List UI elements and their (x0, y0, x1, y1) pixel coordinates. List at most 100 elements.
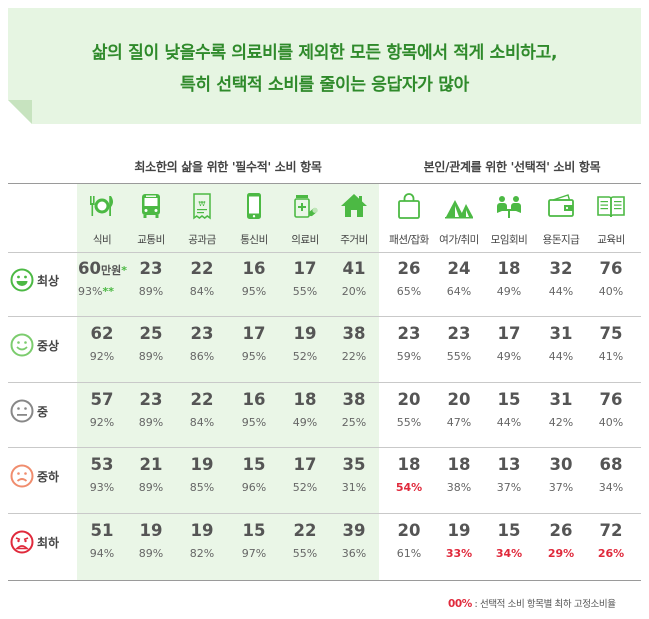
cell-value: 24 (447, 259, 471, 278)
cell-percent: 49% (496, 350, 522, 363)
cell-value: 76 (599, 390, 623, 409)
cell-percent: 55% (446, 350, 472, 363)
cell-value: 17 (293, 455, 317, 474)
neutral-face-icon (10, 399, 34, 423)
cell-percent: 65% (396, 285, 422, 298)
cell-value: 20 (397, 390, 421, 409)
cell-percent: 89% (138, 350, 164, 363)
cell-percent: 89% (138, 547, 164, 560)
cell-value: 22 (190, 259, 214, 278)
cell-percent: 34% (495, 547, 523, 560)
optional-group-label: 본인/관계를 위한 '선택적' 소비 항목 (423, 160, 601, 174)
cell-value: 19 (190, 521, 214, 540)
frown-face-icon (10, 464, 34, 488)
row-divider (8, 316, 641, 317)
cell-percent: 92% (89, 416, 115, 429)
wallet-icon (538, 190, 584, 222)
cell-value: 41 (342, 259, 366, 278)
essential-group-label: 최소한의 삶을 위한 '필수적' 소비 항목 (134, 160, 322, 174)
row-divider (8, 580, 641, 581)
cell-percent: 93% (89, 481, 115, 494)
cell-percent: 37% (496, 481, 522, 494)
cell-percent: 89% (138, 481, 164, 494)
cell-percent: 97% (241, 547, 267, 560)
cell-value: 16 (242, 259, 266, 278)
title-line-1: 삶의 질이 낮을수록 의료비를 제외한 모든 항목에서 적게 소비하고, (91, 43, 558, 63)
cell-percent: 55% (292, 547, 318, 560)
column-label: 용돈지급 (542, 234, 580, 246)
cell-percent: 44% (496, 416, 522, 429)
column-label: 여가/취미 (439, 234, 479, 246)
bus-icon (128, 190, 174, 222)
cell-value: 60만원* (78, 259, 127, 278)
cell-percent: 89% (138, 416, 164, 429)
cell-value: 38 (342, 324, 366, 343)
row-label: 중상 (37, 339, 60, 353)
cell-value: 19 (447, 521, 471, 540)
cell-percent: 95% (241, 416, 267, 429)
cell-value: 31 (549, 390, 573, 409)
cell-value: 18 (293, 390, 317, 409)
cell-percent: 84% (189, 416, 215, 429)
cell-percent: 37% (548, 481, 574, 494)
cell-percent: 55% (396, 416, 422, 429)
cell-percent: 64% (446, 285, 472, 298)
cell-percent: 41% (598, 350, 624, 363)
column-label: 패션/잡화 (389, 234, 429, 246)
tent-icon (436, 190, 482, 222)
row-label: 최하 (37, 536, 60, 550)
cell-value: 23 (447, 324, 471, 343)
cell-value: 18 (447, 455, 471, 474)
cell-value: 17 (242, 324, 266, 343)
cell-value: 22 (190, 390, 214, 409)
cell-value: 26 (549, 521, 573, 540)
cell-percent: 40% (598, 285, 624, 298)
cell-value: 75 (599, 324, 623, 343)
cell-percent: 22% (341, 350, 367, 363)
column-label: 교통비 (137, 234, 165, 246)
cell-value: 16 (242, 390, 266, 409)
cell-value: 38 (342, 390, 366, 409)
cell-value: 39 (342, 521, 366, 540)
cell-percent: 94% (89, 547, 115, 560)
cell-percent: 49% (496, 285, 522, 298)
column-label: 모임회비 (490, 234, 528, 246)
cell-value: 25 (139, 324, 163, 343)
cell-percent: 33% (445, 547, 473, 560)
row-divider (8, 252, 641, 253)
row-divider (8, 382, 641, 383)
cell-value: 30 (549, 455, 573, 474)
cell-percent: 49% (292, 416, 318, 429)
cell-percent: 34% (598, 481, 624, 494)
cell-percent: 20% (341, 285, 367, 298)
value-unit: 만원 (100, 264, 122, 277)
cell-value: 57 (90, 390, 114, 409)
cell-percent: 96% (241, 481, 267, 494)
cell-percent: 52% (292, 350, 318, 363)
cell-percent: 31% (341, 481, 367, 494)
cell-percent: 42% (548, 416, 574, 429)
cell-percent: 29% (547, 547, 575, 560)
cell-value: 15 (497, 390, 521, 409)
meeting-icon (486, 190, 532, 222)
footnote: 00% : 선택적 소비 항목별 최하 고정소비율 (448, 596, 616, 610)
cell-value: 62 (90, 324, 114, 343)
cell-value: 20 (447, 390, 471, 409)
cell-percent: 55% (292, 285, 318, 298)
cell-value: 15 (497, 521, 521, 540)
cell-value: 23 (139, 390, 163, 409)
row-divider (8, 513, 641, 514)
row-divider (8, 447, 641, 448)
cell-percent: 85% (189, 481, 215, 494)
cell-value: 23 (190, 324, 214, 343)
column-label: 통신비 (240, 234, 268, 246)
column-label: 의료비 (291, 234, 319, 246)
cell-value: 35 (342, 455, 366, 474)
cell-value: 31 (549, 324, 573, 343)
row-label: 중 (37, 405, 49, 419)
cell-value: 17 (293, 259, 317, 278)
smartphone-icon (231, 190, 277, 222)
cell-percent: 86% (189, 350, 215, 363)
cell-value: 19 (190, 455, 214, 474)
percent-marker: ** (102, 285, 114, 298)
